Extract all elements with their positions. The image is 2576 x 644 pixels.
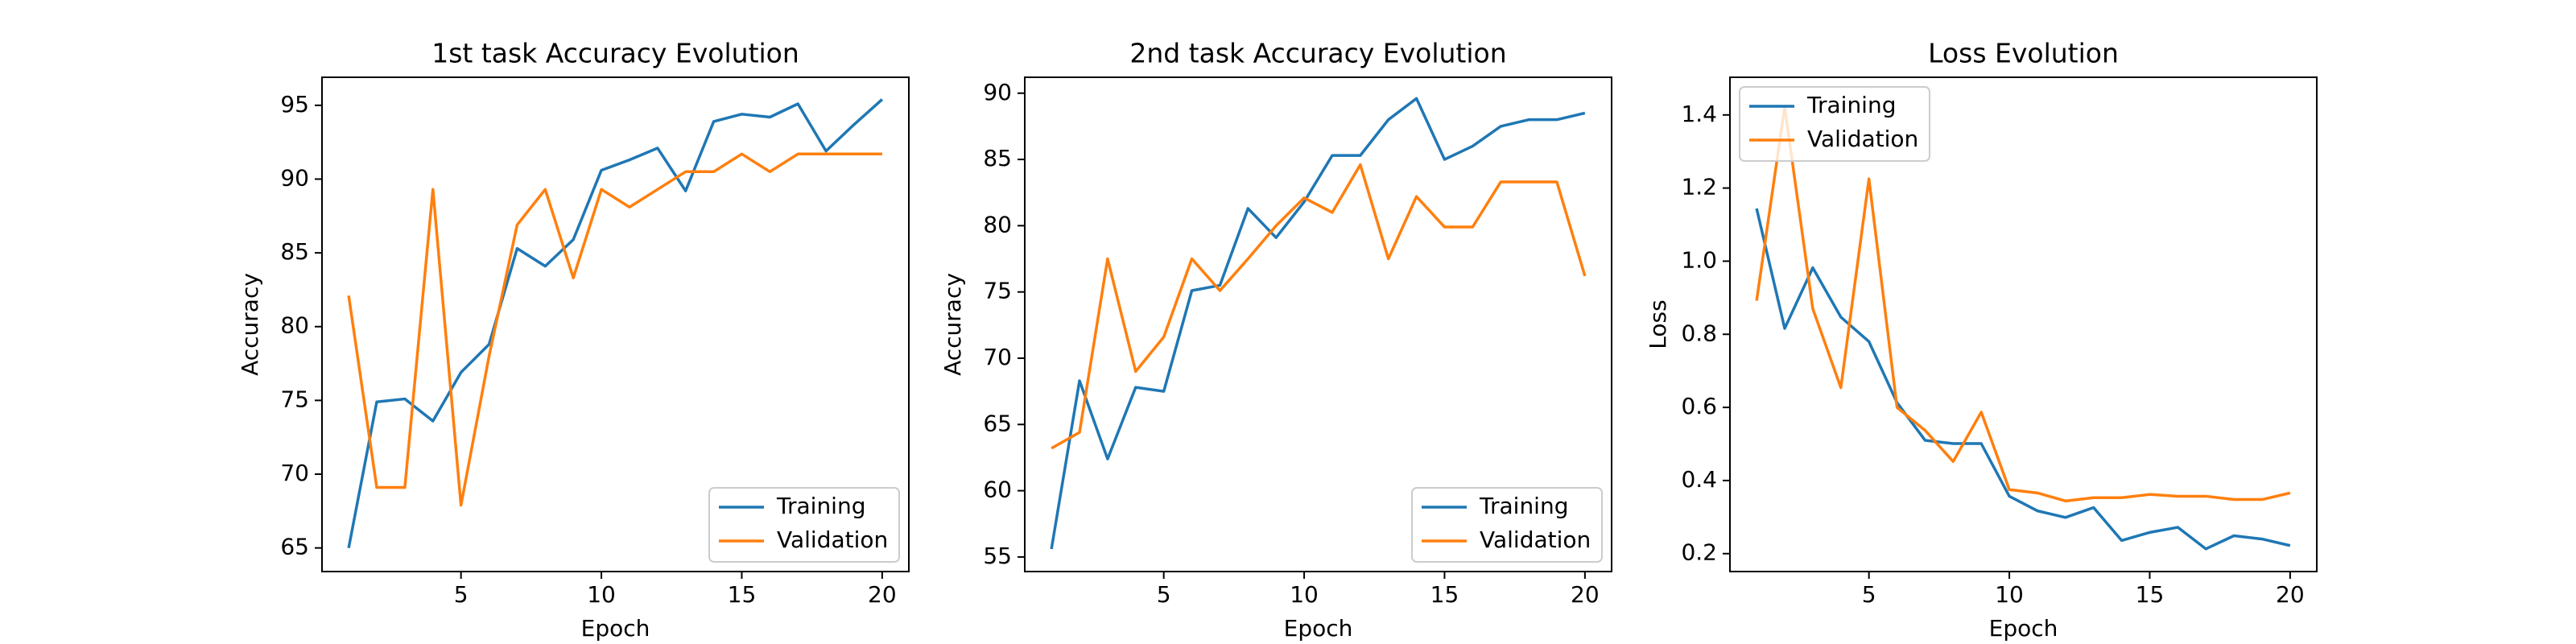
y-tick-label: 65	[280, 534, 309, 560]
axes-frame	[1024, 76, 1612, 572]
chart-title: Loss Evolution	[1928, 38, 2119, 69]
x-tick-label: 10	[1995, 581, 2024, 608]
y-tick-label: 70	[280, 460, 309, 486]
series-line	[347, 152, 882, 507]
y-axis-label: Accuracy	[939, 273, 966, 376]
chart-title: 2nd task Accuracy Evolution	[1129, 38, 1506, 69]
series-line	[1051, 163, 1587, 450]
legend-label: Validation	[1480, 526, 1591, 553]
y-tick-label: 90	[983, 79, 1012, 105]
y-tick-label: 90	[280, 164, 309, 191]
y-tick-label: 1.0	[1681, 246, 1717, 273]
y-axis-label: Loss	[1645, 299, 1671, 349]
y-tick-label: 75	[280, 386, 309, 412]
x-tick-label: 5	[1157, 581, 1171, 608]
x-tick-label: 10	[587, 581, 616, 608]
y-tick-label: 85	[983, 145, 1012, 171]
y-axis-label: Accuracy	[237, 273, 263, 376]
x-tick-label: 10	[1290, 581, 1319, 608]
y-tick-label: 0.8	[1681, 320, 1717, 346]
axes-frame	[1729, 76, 2318, 572]
x-tick-label: 20	[1571, 581, 1600, 608]
axes-frame	[321, 76, 910, 572]
legend-label: Training	[1806, 92, 1896, 118]
y-tick-label: 80	[983, 211, 1012, 237]
x-tick-label: 15	[2136, 581, 2165, 608]
y-tick-label: 85	[280, 238, 309, 265]
series-line	[1755, 105, 2291, 503]
y-tick-label: 55	[983, 543, 1012, 569]
y-tick-label: 75	[983, 278, 1012, 304]
series-line	[347, 98, 884, 549]
y-tick-label: 1.2	[1681, 174, 1717, 200]
y-tick-label: 0.2	[1681, 539, 1717, 566]
legend-label: Training	[1479, 493, 1568, 519]
legend-label: Training	[776, 493, 865, 519]
y-tick-label: 0.4	[1681, 466, 1717, 493]
legend-label: Validation	[777, 526, 888, 553]
x-tick-label: 15	[1430, 581, 1459, 608]
x-tick-label: 20	[868, 581, 897, 608]
x-tick-label: 5	[454, 581, 469, 608]
x-tick-label: 20	[2276, 581, 2305, 608]
x-tick-label: 5	[1862, 581, 1876, 608]
x-tick-label: 15	[728, 581, 757, 608]
y-tick-label: 80	[280, 312, 309, 339]
x-axis-label: Epoch	[1284, 615, 1353, 642]
chart-title: 1st task Accuracy Evolution	[431, 38, 799, 69]
x-axis-label: Epoch	[581, 615, 650, 642]
y-tick-label: 60	[983, 477, 1012, 503]
y-tick-label: 95	[280, 91, 309, 118]
series-line	[1755, 208, 2291, 551]
x-axis-label: Epoch	[1989, 615, 2058, 642]
y-tick-label: 0.6	[1681, 393, 1717, 419]
y-tick-label: 65	[983, 410, 1012, 436]
series-line	[1050, 97, 1586, 550]
y-tick-label: 1.4	[1681, 101, 1717, 127]
y-tick-label: 70	[983, 344, 1012, 370]
legend-label: Validation	[1807, 126, 1918, 152]
